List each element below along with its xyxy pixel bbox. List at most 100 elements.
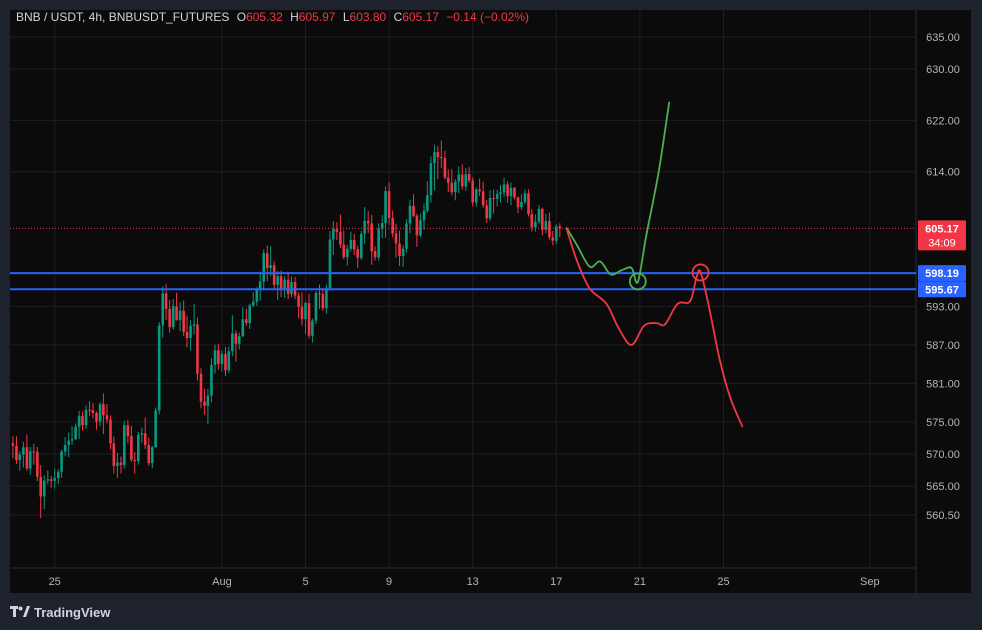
candle-body xyxy=(248,305,251,323)
brand-name: TradingView xyxy=(34,604,111,620)
candle xyxy=(227,346,231,373)
candle xyxy=(506,181,509,204)
candle xyxy=(297,292,300,319)
candle xyxy=(157,322,161,415)
tradingview-brand[interactable]: TradingView xyxy=(10,602,110,622)
candle xyxy=(488,190,492,221)
candle-body xyxy=(192,324,196,326)
candle xyxy=(272,261,276,289)
x-axis-tick-label: 21 xyxy=(634,576,646,588)
candle-body xyxy=(63,445,67,452)
candle xyxy=(551,230,555,246)
candle-body xyxy=(126,425,130,437)
candle-body xyxy=(412,205,415,216)
candle xyxy=(520,194,523,210)
candle-body xyxy=(380,223,384,229)
candle-body xyxy=(81,416,84,426)
candle xyxy=(464,167,468,191)
price-badges: 598.19 595.67 605.17 34:09 xyxy=(918,220,966,298)
candle xyxy=(102,393,105,435)
candle-body xyxy=(255,288,259,302)
candle-body xyxy=(290,281,293,294)
candle xyxy=(42,475,46,510)
x-axis-tick-label: 25 xyxy=(49,576,61,588)
candle-body xyxy=(540,208,544,230)
candle-body xyxy=(311,320,314,336)
candle-body xyxy=(95,413,98,422)
candle-body xyxy=(492,197,495,199)
candle-body xyxy=(474,189,478,203)
candle xyxy=(276,271,280,301)
candle-body xyxy=(304,303,307,320)
candle xyxy=(467,167,471,183)
candle-body xyxy=(265,253,269,268)
candle xyxy=(415,213,419,247)
candle-body xyxy=(88,409,91,411)
time-axis[interactable] xyxy=(10,568,916,593)
level-price-badge xyxy=(918,281,966,298)
candle-body xyxy=(356,249,360,258)
candle-body xyxy=(426,195,429,211)
candle xyxy=(262,249,265,289)
candle-body xyxy=(276,276,280,285)
y-axis-tick-label: 575.00 xyxy=(926,417,960,429)
candle xyxy=(286,271,290,300)
candle xyxy=(60,449,63,478)
candle xyxy=(70,425,74,445)
candle-body xyxy=(196,324,199,374)
candle xyxy=(84,405,88,429)
candle xyxy=(492,189,495,214)
candle xyxy=(258,271,262,301)
x-axis-labels: 25 Aug 5 9 13 17 21 25 Sep xyxy=(49,576,880,588)
candle xyxy=(245,308,248,326)
price-axis[interactable] xyxy=(916,10,971,593)
candle-body xyxy=(297,295,300,307)
candle xyxy=(314,291,318,325)
candle-body xyxy=(520,202,523,208)
bearish-projection-line xyxy=(565,228,744,428)
candle-body xyxy=(346,248,349,258)
candle-body xyxy=(91,410,95,414)
candle-body xyxy=(436,152,440,158)
candle-body xyxy=(398,243,401,257)
candle-body xyxy=(391,217,394,234)
candle-body xyxy=(513,187,516,198)
candle-body xyxy=(370,223,374,252)
candle xyxy=(426,181,429,213)
candle xyxy=(481,181,485,208)
candle xyxy=(133,452,137,474)
change-value: −0.14 (−0.02%) xyxy=(446,10,530,24)
candle xyxy=(143,417,147,449)
candle-body xyxy=(314,293,318,321)
candle-body xyxy=(318,293,321,295)
candle xyxy=(171,299,175,330)
candle xyxy=(112,436,116,474)
candle-body xyxy=(137,434,140,461)
candle xyxy=(77,410,81,440)
candle xyxy=(300,292,304,326)
candle-body xyxy=(485,205,489,219)
candle xyxy=(109,415,112,450)
candle-body xyxy=(203,401,206,406)
symbol-header: BNB / USDT, 4h, BNBUSDT_FUTURES O605.32 … xyxy=(16,10,533,24)
candle-body xyxy=(405,223,408,249)
candle-body xyxy=(98,404,102,422)
candle xyxy=(419,213,422,238)
candle xyxy=(234,330,238,362)
candle-body xyxy=(523,193,527,203)
candle-body xyxy=(11,443,15,446)
candle xyxy=(11,436,15,459)
candle-body xyxy=(283,279,286,289)
candle-body xyxy=(366,220,370,224)
candle xyxy=(28,446,32,475)
candle-body xyxy=(161,293,165,326)
candle-body xyxy=(328,239,332,288)
candle xyxy=(387,182,391,225)
candle xyxy=(231,315,234,357)
candle xyxy=(328,231,332,291)
candle xyxy=(237,332,241,350)
low-value: 603.80 xyxy=(349,10,387,24)
candle-body xyxy=(231,333,234,352)
candle-body xyxy=(157,325,161,411)
